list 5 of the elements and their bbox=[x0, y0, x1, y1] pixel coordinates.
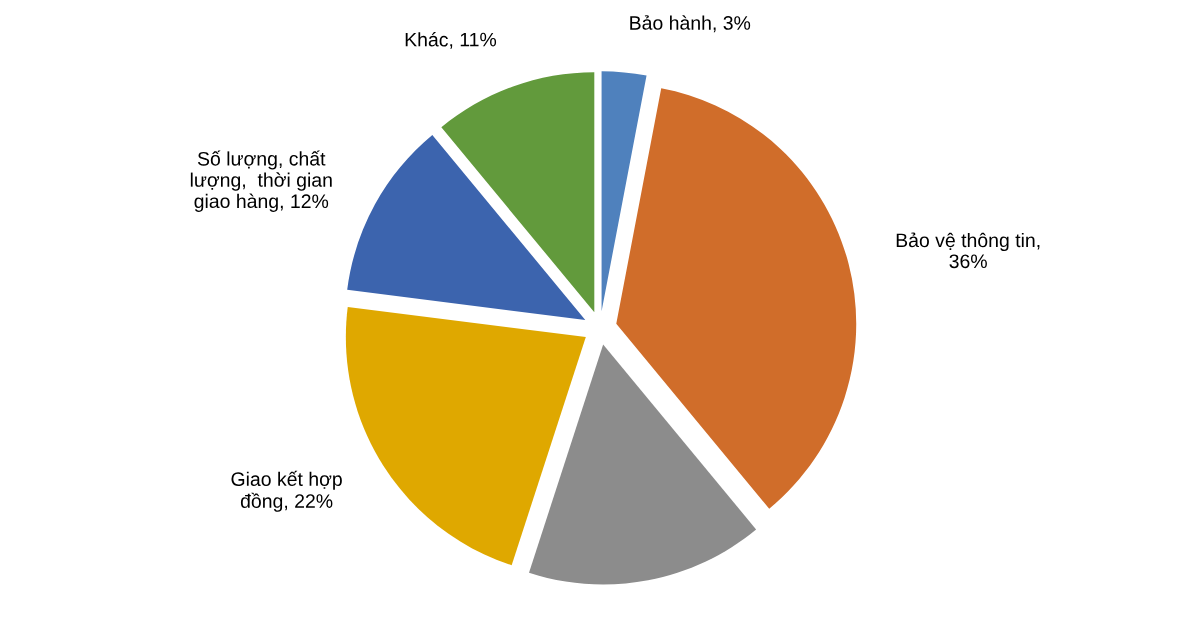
slice-label: Số lượng, chất lượng, thời gian giao hàng, 12% bbox=[190, 150, 332, 212]
slice-label: Giao kết hợp đồng, 22% bbox=[231, 470, 342, 512]
slice-label: Bảo hành, 3% bbox=[630, 15, 751, 33]
slice-label: Bảo vệ thông tin, 36% bbox=[896, 232, 1040, 269]
slice-label: Khác, 11% bbox=[405, 32, 497, 49]
